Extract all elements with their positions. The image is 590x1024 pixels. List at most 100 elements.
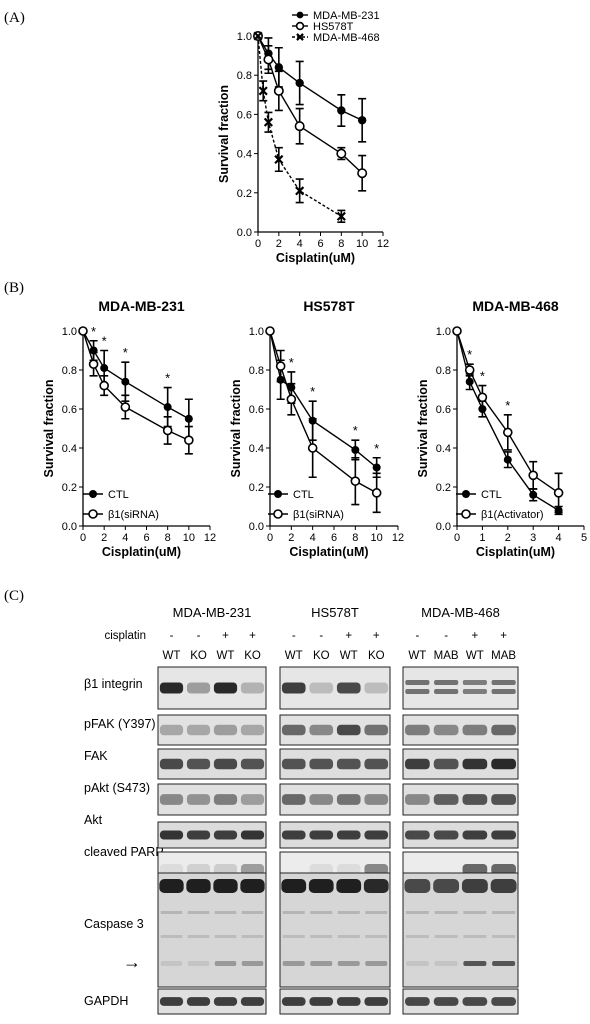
- band: [186, 724, 211, 736]
- legend-marker: [88, 509, 98, 519]
- treatment-mark: -: [319, 630, 323, 642]
- band: [186, 830, 211, 840]
- x-tick-label: 0: [80, 532, 86, 544]
- band: [337, 935, 360, 938]
- band: [491, 680, 516, 685]
- band: [336, 997, 361, 1006]
- band: [433, 794, 459, 805]
- band: [187, 935, 210, 938]
- band: [240, 864, 265, 875]
- band: [309, 997, 334, 1006]
- x-axis-title: Cisplatin(uM): [289, 545, 368, 559]
- band: [309, 682, 334, 694]
- band: [241, 935, 264, 938]
- band: [364, 997, 389, 1006]
- data-point: [274, 63, 284, 72]
- x-axis-title: Cisplatin(uM): [476, 545, 555, 559]
- y-tick-label: 1.0: [237, 31, 252, 43]
- band: [281, 758, 306, 770]
- x-tick-label: 4: [297, 238, 303, 250]
- band: [187, 961, 210, 966]
- band: [405, 830, 430, 840]
- y-axis-title: Survival fraction: [42, 380, 56, 478]
- band: [491, 724, 516, 736]
- blot-frame: [402, 666, 519, 710]
- x-tick-label: 2: [101, 532, 107, 544]
- legend-marker: [274, 490, 282, 498]
- chart-b2: 0 2 4 6 8 10 12 0.0 0.2 0.4 0.6 0.8 1.0 Cisplatin(uM)…: [229, 298, 404, 559]
- legend-label: HS578T: [313, 21, 354, 33]
- band: [214, 961, 237, 966]
- band: [186, 758, 211, 770]
- band: [491, 758, 516, 770]
- legend-label: β1(siRNA): [293, 509, 344, 521]
- band: [491, 864, 516, 875]
- band: [213, 682, 238, 694]
- band: [309, 830, 334, 840]
- protein-label: cleaved PARP: [84, 845, 164, 859]
- band: [434, 935, 458, 938]
- data-point: [336, 148, 347, 159]
- lane-label: KO: [313, 650, 330, 662]
- protein-label: β1 integrin: [84, 677, 143, 691]
- band: [282, 935, 305, 938]
- legend-label: CTL: [481, 489, 502, 501]
- data-point: [295, 78, 304, 88]
- lane-label: WT: [163, 650, 181, 662]
- band: [240, 997, 265, 1006]
- band: [364, 758, 389, 770]
- legend-label: β1(siRNA): [108, 509, 159, 521]
- band: [462, 724, 488, 736]
- treatment-mark: -: [170, 630, 174, 642]
- band: [159, 794, 184, 805]
- band: [434, 680, 459, 685]
- data-point: [275, 361, 286, 371]
- data-point: [184, 435, 194, 446]
- data-point: [503, 455, 512, 464]
- band: [405, 961, 429, 966]
- x-axis-title: Cisplatin(uM): [276, 251, 355, 265]
- band: [240, 794, 265, 805]
- x-tick-label: 0: [267, 532, 273, 544]
- y-axis-title: Survival fraction: [229, 380, 243, 478]
- band: [214, 911, 237, 914]
- band: [434, 911, 458, 914]
- chart-title: MDA-MB-231: [98, 298, 185, 314]
- band: [405, 724, 430, 736]
- y-tick-label: 0.6: [249, 404, 264, 416]
- data-point: [253, 31, 263, 41]
- chart-a: 0 2 4 6 8 10 12 0.0 0.2 0.4 0.6 0.8 1.0 Cisplatin(uM)…: [217, 10, 389, 265]
- y-tick-label: 0.6: [436, 404, 451, 416]
- chart-title: HS578T: [303, 298, 355, 314]
- band: [463, 935, 487, 938]
- legend-marker: [461, 509, 471, 519]
- series-1: [78, 326, 194, 455]
- series-line: [269, 330, 378, 469]
- band: [160, 961, 183, 966]
- y-tick-label: 0.6: [62, 404, 77, 416]
- data-point: [528, 470, 539, 481]
- band: [281, 724, 306, 736]
- x-tick-label: 4: [556, 532, 562, 544]
- band: [213, 997, 238, 1006]
- band: [405, 794, 430, 805]
- significance-star: *: [102, 334, 107, 349]
- protein-label: Caspase 3: [84, 917, 144, 931]
- y-tick-label: 1.0: [249, 326, 264, 338]
- band: [240, 682, 265, 694]
- protein-label: pAkt (S473): [84, 781, 150, 795]
- band: [159, 758, 184, 770]
- band: [186, 682, 211, 694]
- data-point: [99, 380, 109, 391]
- band: [336, 830, 361, 840]
- band: [405, 997, 430, 1006]
- band: [186, 864, 211, 875]
- protein-label: GAPDH: [84, 994, 128, 1008]
- band: [433, 724, 459, 736]
- data-point: [274, 154, 284, 165]
- lane-label: KO: [190, 650, 207, 662]
- band: [405, 911, 429, 914]
- lane-label: MAB: [434, 650, 459, 662]
- significance-star: *: [374, 441, 379, 456]
- x-tick-label: 2: [288, 532, 294, 544]
